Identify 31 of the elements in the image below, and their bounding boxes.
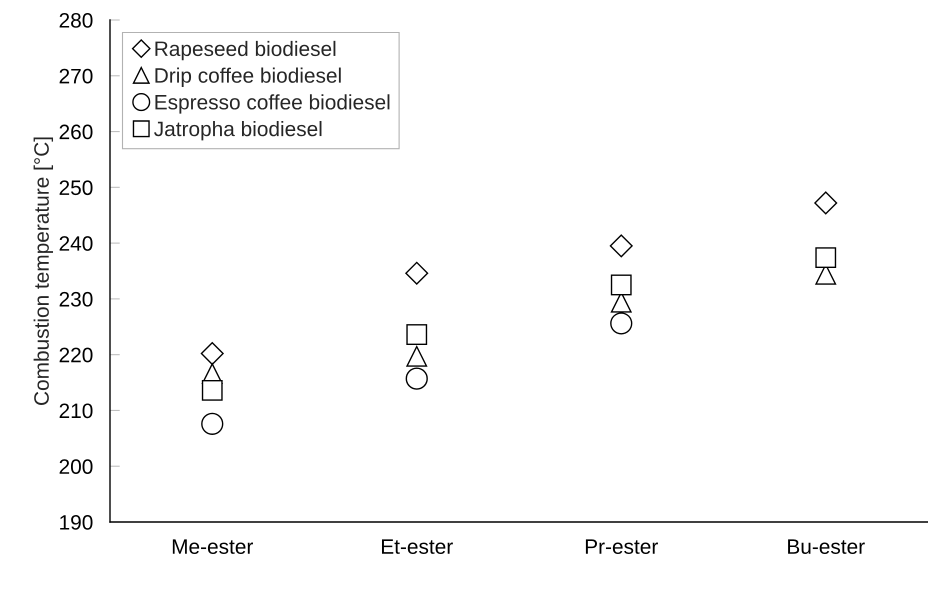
point xyxy=(405,262,428,285)
y-tick-label: 190 xyxy=(60,515,93,530)
y-tick-label: 230 xyxy=(60,292,93,307)
point xyxy=(610,274,632,296)
y-tick-label: 270 xyxy=(60,68,93,84)
y-tick-label: 200 xyxy=(60,459,93,474)
point xyxy=(200,342,224,366)
legend-label: Rapeseed biodiesel xyxy=(155,40,336,60)
y-tick-label: 210 xyxy=(60,403,93,418)
point xyxy=(406,324,428,346)
point xyxy=(201,412,224,435)
point xyxy=(610,234,633,258)
y-tick-label: 240 xyxy=(60,236,93,251)
point xyxy=(815,247,836,268)
point xyxy=(610,312,632,335)
y-tick-label: 250 xyxy=(60,180,93,196)
point xyxy=(814,191,838,214)
y-tick-label: 220 xyxy=(60,348,93,362)
point xyxy=(406,368,428,390)
x-tick-label: Me-ester xyxy=(172,539,254,554)
y-tick-label: 260 xyxy=(60,124,93,140)
y-tick-label: 280 xyxy=(60,13,93,28)
y-axis-title: Combustion temperature [°C] xyxy=(34,137,54,405)
x-tick-label: Pr-ester xyxy=(586,539,658,554)
x-tick-label: Et-ester xyxy=(382,539,453,554)
point xyxy=(202,380,223,401)
legend-label: Jatropha biodiesel xyxy=(154,120,322,140)
point xyxy=(406,346,428,367)
legend-label: Espresso coffee biodiesel xyxy=(155,94,390,114)
legend-label: Drip coffee biodiesel xyxy=(155,68,341,87)
x-tick-label: Bu-ester xyxy=(788,539,865,554)
